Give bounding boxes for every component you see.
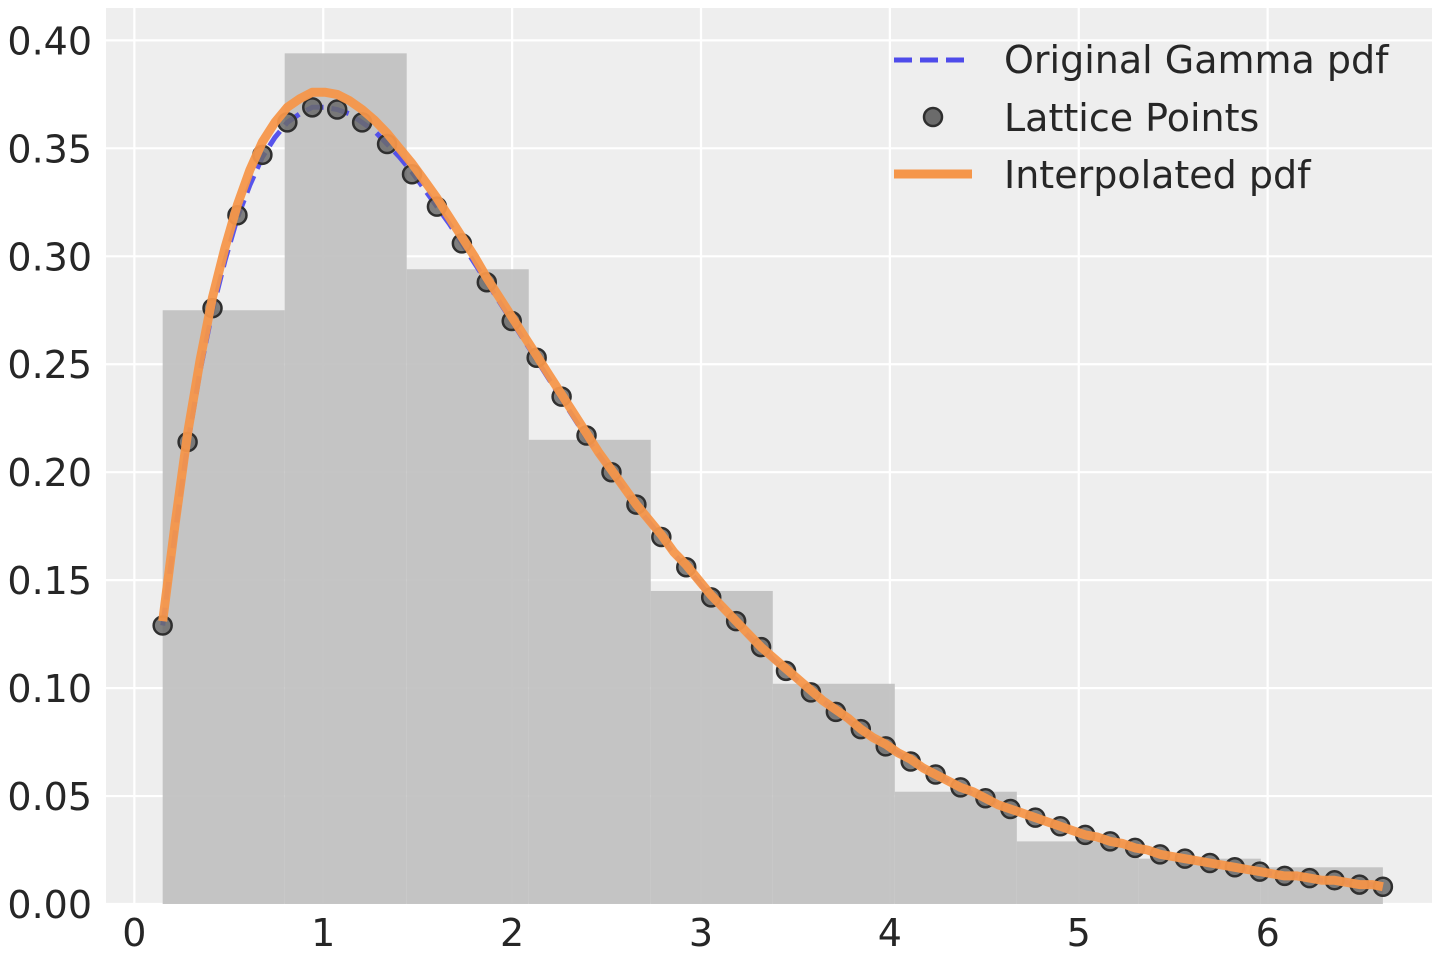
histogram-bars — [162, 53, 1383, 905]
y-tick-label: 0.00 — [7, 883, 92, 927]
legend-label-interpolated-pdf: Interpolated pdf — [1004, 153, 1312, 197]
y-tick-label: 0.05 — [7, 775, 92, 819]
legend-marker-lattice-points — [922, 106, 944, 128]
y-tick-label: 0.30 — [7, 235, 92, 279]
x-axis-tick-labels: 0 1 2 3 4 5 6 — [122, 911, 1280, 955]
legend-label-lattice-points: Lattice Points — [1004, 96, 1259, 140]
histogram-bar — [406, 269, 529, 904]
y-tick-label: 0.10 — [7, 667, 92, 711]
x-tick-label: 6 — [1256, 911, 1280, 955]
x-tick-label: 2 — [500, 911, 524, 955]
histogram-bar — [894, 791, 1017, 904]
x-tick-label: 1 — [311, 911, 335, 955]
histogram-bar — [284, 53, 407, 904]
x-tick-label: 5 — [1067, 911, 1091, 955]
histogram-bar — [1016, 841, 1139, 904]
histogram-bar — [528, 439, 651, 904]
legend-label-original-gamma-pdf: Original Gamma pdf — [1004, 38, 1390, 82]
y-tick-label: 0.35 — [7, 127, 92, 171]
x-tick-label: 4 — [878, 911, 902, 955]
lattice-point — [326, 99, 348, 120]
y-tick-label: 0.25 — [7, 343, 92, 387]
data-series — [152, 87, 1394, 897]
chart-legend: Original Gamma pdf Lattice Points Interp… — [894, 38, 1390, 197]
y-tick-label: 0.15 — [7, 559, 92, 603]
x-tick-label: 0 — [122, 911, 146, 955]
y-tick-label: 0.40 — [7, 19, 92, 63]
lattice-point — [302, 97, 323, 118]
y-tick-label: 0.20 — [7, 451, 92, 495]
y-axis-tick-labels: 0.00 0.05 0.10 0.15 0.20 0.25 0.30 0.35 0.40 — [7, 19, 92, 927]
interpolated-pdf-line — [158, 87, 1384, 892]
x-tick-label: 3 — [689, 911, 713, 955]
histogram-bar — [162, 310, 285, 905]
